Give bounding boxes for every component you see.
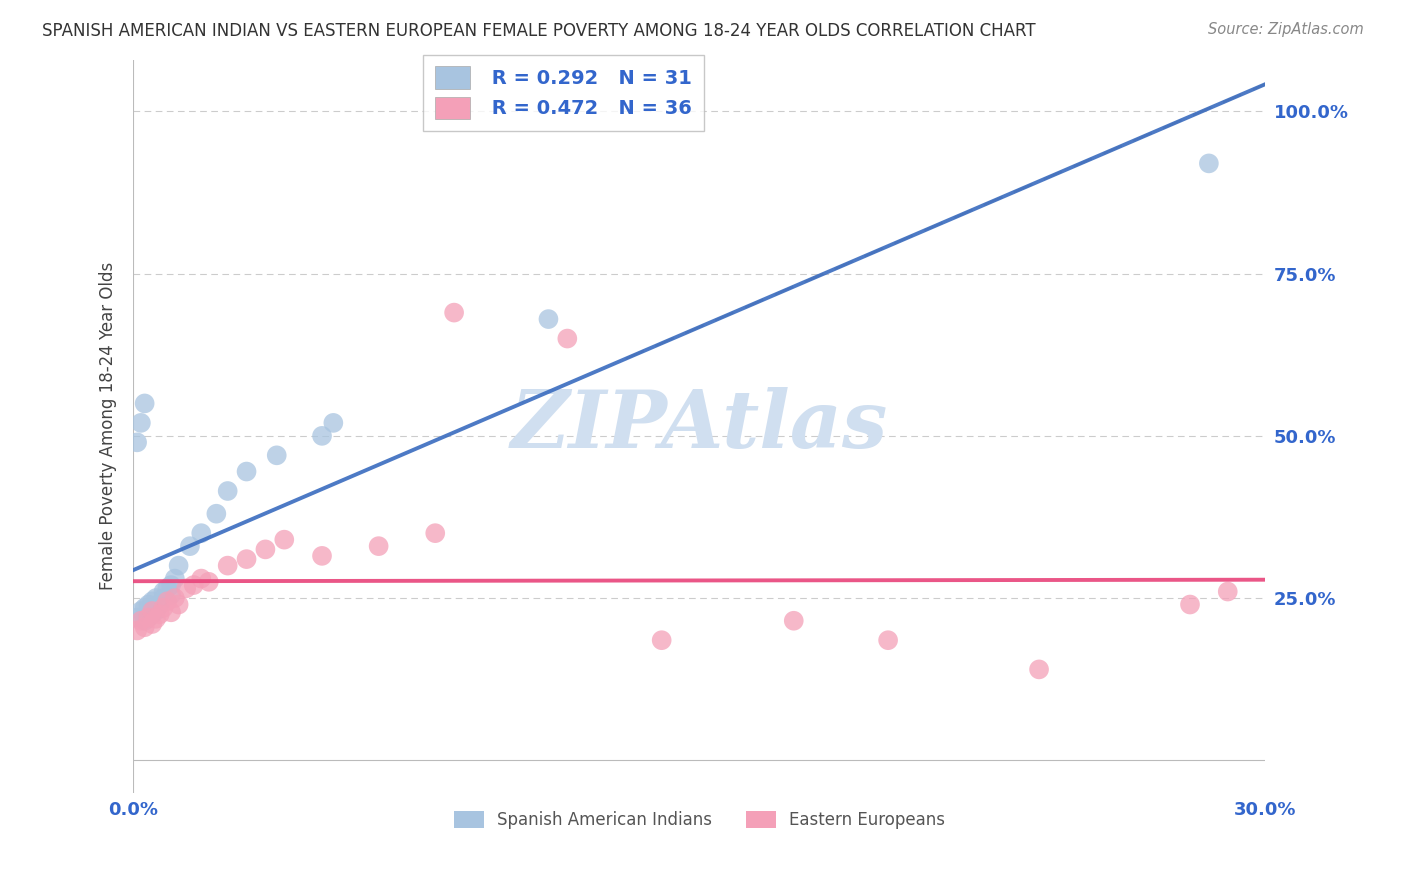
Point: [235, 552, 257, 566]
Point: [174, 582, 197, 596]
Point: [179, 539, 201, 553]
Point: [141, 594, 163, 608]
Point: [1028, 662, 1050, 676]
Point: [141, 607, 163, 622]
Point: [877, 633, 900, 648]
Text: ZIPAtlas: ZIPAtlas: [510, 387, 889, 465]
Point: [129, 604, 152, 618]
Point: [167, 598, 190, 612]
Point: [163, 591, 186, 605]
Point: [557, 332, 579, 346]
Point: [138, 610, 160, 624]
Point: [145, 591, 167, 605]
Point: [160, 578, 183, 592]
Point: [149, 607, 172, 622]
Text: SPANISH AMERICAN INDIAN VS EASTERN EUROPEAN FEMALE POVERTY AMONG 18-24 YEAR OLDS: SPANISH AMERICAN INDIAN VS EASTERN EUROP…: [42, 22, 1036, 40]
Point: [134, 620, 156, 634]
Point: [190, 572, 212, 586]
Point: [141, 617, 163, 632]
Point: [156, 594, 179, 608]
Legend: Spanish American Indians, Eastern Europeans: Spanish American Indians, Eastern Europe…: [447, 804, 952, 836]
Point: [152, 600, 174, 615]
Point: [160, 588, 183, 602]
Point: [134, 600, 156, 615]
Point: [127, 624, 149, 638]
Point: [149, 598, 172, 612]
Point: [205, 507, 228, 521]
Point: [425, 526, 447, 541]
Point: [311, 549, 333, 563]
Point: [141, 604, 163, 618]
Point: [138, 610, 160, 624]
Point: [1178, 598, 1201, 612]
Point: [311, 429, 333, 443]
Point: [783, 614, 806, 628]
Point: [163, 572, 186, 586]
Text: Source: ZipAtlas.com: Source: ZipAtlas.com: [1208, 22, 1364, 37]
Point: [129, 614, 152, 628]
Point: [217, 483, 239, 498]
Point: [145, 612, 167, 626]
Point: [127, 435, 149, 450]
Point: [129, 416, 152, 430]
Point: [443, 305, 465, 319]
Point: [145, 604, 167, 618]
Point: [152, 591, 174, 605]
Point: [167, 558, 190, 573]
Point: [160, 605, 183, 619]
Point: [322, 416, 344, 430]
Point: [1216, 584, 1239, 599]
Point: [217, 558, 239, 573]
Point: [254, 542, 277, 557]
Point: [138, 598, 160, 612]
Point: [198, 574, 221, 589]
Point: [134, 614, 156, 628]
Point: [183, 578, 205, 592]
Point: [367, 539, 389, 553]
Point: [651, 633, 673, 648]
Point: [266, 448, 288, 462]
Point: [152, 584, 174, 599]
Point: [134, 396, 156, 410]
Point: [235, 465, 257, 479]
Point: [190, 526, 212, 541]
Point: [1198, 156, 1220, 170]
Point: [537, 312, 560, 326]
Point: [273, 533, 295, 547]
Y-axis label: Female Poverty Among 18-24 Year Olds: Female Poverty Among 18-24 Year Olds: [100, 262, 117, 591]
Point: [156, 582, 179, 596]
Point: [127, 610, 149, 624]
